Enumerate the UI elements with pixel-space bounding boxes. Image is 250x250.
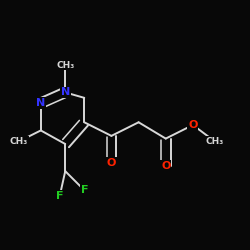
Text: CH₃: CH₃ [56,61,74,70]
Text: CH₃: CH₃ [10,137,28,146]
Text: O: O [107,158,116,168]
Text: O: O [161,161,170,171]
Text: F: F [56,190,64,200]
Text: N: N [60,88,70,98]
Text: CH₃: CH₃ [206,137,224,146]
Text: F: F [80,185,88,195]
Text: N: N [36,98,46,108]
Text: O: O [188,120,198,130]
